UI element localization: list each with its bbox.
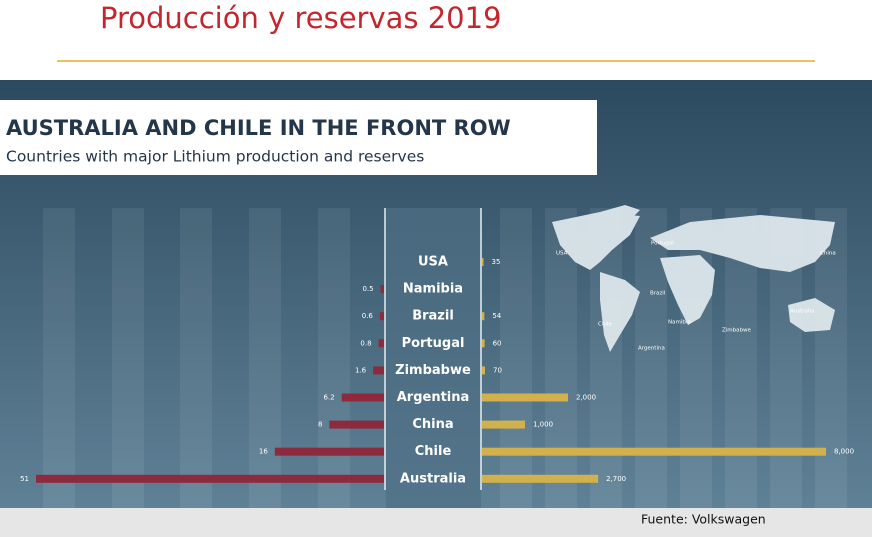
value-label: 0.8 bbox=[360, 339, 371, 347]
map-label: Australia bbox=[790, 309, 814, 315]
map-label: USA bbox=[556, 251, 568, 257]
chart-subtitle: Countries with major Lithium production … bbox=[6, 148, 424, 166]
reserves-bar bbox=[482, 474, 599, 483]
slide-title: Producción y reservas 2019 bbox=[100, 1, 502, 35]
category-label: Portugal bbox=[402, 336, 465, 351]
production-bar bbox=[379, 312, 384, 321]
map-label: Zimbabwe bbox=[722, 328, 752, 334]
reserves-bar bbox=[482, 339, 485, 348]
footer-band bbox=[0, 508, 872, 537]
value-label: 70 bbox=[493, 366, 502, 374]
value-label: 0.5 bbox=[362, 285, 373, 293]
reserves-bar bbox=[482, 312, 485, 321]
map-label: Portugal bbox=[651, 241, 674, 247]
map-label: Brazil bbox=[650, 291, 666, 297]
production-bar bbox=[341, 393, 384, 402]
map-eurasia bbox=[650, 215, 835, 272]
stripe bbox=[112, 208, 144, 508]
production-bar bbox=[36, 474, 384, 483]
stripe bbox=[635, 208, 667, 508]
map-label: China bbox=[820, 251, 836, 257]
world-map bbox=[552, 205, 835, 352]
reserves-bar bbox=[482, 366, 486, 375]
value-label: 35 bbox=[492, 258, 501, 266]
production-bar bbox=[329, 420, 384, 429]
value-label: 54 bbox=[492, 312, 501, 320]
production-bar bbox=[380, 285, 384, 294]
production-bar bbox=[373, 366, 384, 375]
map-south-america bbox=[600, 272, 640, 352]
value-label: 1.6 bbox=[355, 366, 367, 374]
map-label: Namibia bbox=[668, 320, 691, 326]
stripe bbox=[318, 208, 350, 508]
map-north-america bbox=[552, 212, 640, 270]
chart-title: AUSTRALIA AND CHILE IN THE FRONT ROW bbox=[6, 116, 511, 140]
value-label: 2,700 bbox=[606, 475, 626, 483]
value-label: 16 bbox=[259, 448, 268, 456]
reserves-bar bbox=[482, 447, 826, 456]
category-label: Australia bbox=[400, 471, 466, 486]
value-label: 2,000 bbox=[576, 394, 596, 402]
map-label: Argentina bbox=[638, 346, 665, 352]
category-label: Chile bbox=[415, 444, 452, 459]
value-label: 60 bbox=[493, 339, 502, 347]
reserves-bar bbox=[482, 393, 568, 402]
value-label: 6.2 bbox=[324, 394, 335, 402]
category-label: Brazil bbox=[412, 309, 454, 324]
map-africa bbox=[660, 255, 715, 325]
category-label: USA bbox=[418, 255, 448, 270]
category-label: Zimbabwe bbox=[395, 363, 471, 378]
value-label: 0.6 bbox=[362, 312, 374, 320]
production-bar bbox=[274, 447, 384, 456]
value-label: 8,000 bbox=[834, 448, 854, 456]
stripe bbox=[180, 208, 212, 508]
category-label: China bbox=[412, 417, 453, 432]
value-label: 51 bbox=[20, 475, 29, 483]
category-column bbox=[386, 208, 481, 508]
value-label: 1,000 bbox=[533, 421, 553, 429]
category-label: Namibia bbox=[403, 282, 463, 297]
production-bar bbox=[378, 339, 384, 348]
stripe bbox=[249, 208, 281, 508]
reserves-bar bbox=[482, 420, 525, 429]
map-greenland bbox=[600, 205, 640, 222]
reserves-bar bbox=[482, 258, 484, 266]
chart-title-box bbox=[0, 100, 597, 175]
source-note: Fuente: Volkswagen bbox=[641, 512, 766, 527]
stripe bbox=[680, 208, 712, 508]
stripes bbox=[43, 208, 847, 508]
stripe bbox=[815, 208, 847, 508]
value-label: 8 bbox=[318, 421, 322, 429]
stripe bbox=[43, 208, 75, 508]
map-label: Chile bbox=[598, 322, 612, 328]
category-label: Argentina bbox=[397, 390, 470, 405]
stripe bbox=[500, 208, 532, 508]
map-australia bbox=[788, 298, 835, 332]
